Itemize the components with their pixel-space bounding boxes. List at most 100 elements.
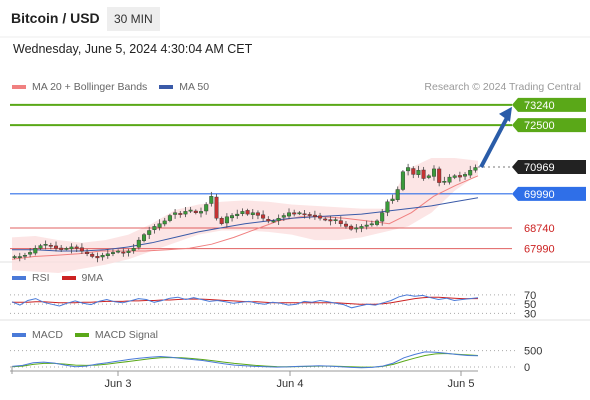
- candle-up: [364, 224, 369, 227]
- candle-down: [261, 214, 266, 219]
- macd-legend: MACD MACD Signal: [12, 329, 158, 341]
- candle-down: [437, 168, 442, 183]
- candle-up: [250, 212, 255, 215]
- rsi-level-label-70: 70: [524, 290, 536, 302]
- candle-up: [385, 201, 390, 213]
- bollinger-band: [12, 158, 478, 273]
- candle-down: [323, 218, 328, 221]
- level-tag-70969: [512, 160, 586, 175]
- candle-down: [411, 168, 416, 175]
- rsi-legend-label: RSI: [32, 272, 50, 284]
- projection-arrow-shaft: [479, 114, 510, 168]
- level-tag-72500: [512, 118, 586, 133]
- candle-up: [369, 223, 374, 226]
- candle-up: [162, 220, 167, 225]
- timeframe-badge[interactable]: 30 MIN: [107, 7, 160, 31]
- candle-down: [307, 214, 312, 216]
- candle-up: [354, 227, 359, 230]
- macd-legend-label: MACD: [32, 329, 63, 341]
- candle-up: [281, 215, 286, 218]
- x-tick-label-Jun 3: Jun 3: [105, 378, 132, 390]
- candle-up: [183, 211, 188, 215]
- candle-up: [198, 211, 203, 214]
- candle-up: [276, 217, 281, 221]
- candle-up: [463, 174, 468, 177]
- candle-up: [126, 250, 131, 253]
- candle-up: [141, 234, 146, 241]
- level-label-67990: 67990: [524, 244, 555, 256]
- candle-up: [235, 213, 240, 217]
- research-credit: Research © 2024 Trading Central: [424, 81, 581, 93]
- candle-up: [473, 167, 478, 171]
- candle-up: [297, 212, 302, 215]
- ma50-legend-label: MA 50: [179, 81, 210, 93]
- candle-down: [245, 210, 250, 215]
- candle-up: [432, 168, 437, 177]
- candle-up: [167, 215, 172, 221]
- instrument-title: Bitcoin / USD: [11, 10, 100, 26]
- candle-up: [224, 216, 229, 224]
- macd-signal-line: [11, 352, 479, 368]
- candle-up: [38, 245, 43, 249]
- candle-up: [157, 223, 162, 228]
- candle-down: [338, 220, 343, 224]
- rsi-ma-legend-label: 9MA: [81, 272, 104, 284]
- candle-up: [209, 196, 214, 204]
- candle-down: [121, 251, 126, 254]
- candle-down: [54, 245, 59, 249]
- rsi-legend: RSI 9MA: [12, 272, 103, 284]
- candle-up: [204, 204, 209, 212]
- ma20-line: [11, 175, 479, 260]
- candle-up: [271, 220, 276, 223]
- level-tag-73240: [512, 97, 586, 112]
- candle-up: [28, 252, 33, 255]
- macd-swatch: [12, 333, 26, 337]
- candle-down: [214, 196, 219, 219]
- candle-up: [33, 248, 38, 254]
- rsi-level-label-30: 30: [524, 308, 536, 320]
- candle-down: [292, 212, 297, 215]
- level-label-68740: 68740: [524, 223, 555, 235]
- candle-up: [240, 211, 245, 214]
- candle-down: [178, 213, 183, 215]
- candle-up: [100, 254, 105, 258]
- macd-level-label-500: 500: [524, 346, 542, 358]
- candle-down: [312, 214, 317, 218]
- candle-up: [69, 246, 74, 250]
- candle-down: [421, 169, 426, 179]
- macd-level-label-0: 0: [524, 362, 530, 374]
- candle-down: [255, 212, 260, 216]
- candle-up: [136, 239, 141, 248]
- x-tick-label-Jun 5: Jun 5: [448, 378, 475, 390]
- candle-down: [349, 225, 354, 230]
- candle-up: [375, 220, 380, 225]
- candle-down: [85, 251, 90, 254]
- ma20-swatch: [12, 85, 26, 89]
- candle-down: [90, 253, 95, 257]
- candle-up: [447, 176, 452, 183]
- chart-header: Bitcoin / USD 30 MIN: [0, 0, 590, 37]
- candle-up: [64, 248, 69, 250]
- candle-up: [395, 189, 400, 200]
- candle-down: [74, 246, 79, 249]
- candle-down: [193, 210, 198, 213]
- candle-up: [426, 175, 431, 178]
- candle-up: [22, 254, 27, 257]
- candle-up: [43, 243, 48, 246]
- main-legend: MA 20 + Bollinger Bands MA 50: [12, 81, 209, 93]
- ma50-line: [12, 197, 479, 252]
- candle-up: [147, 230, 152, 235]
- macd-line: [11, 351, 479, 369]
- candle-down: [302, 213, 307, 216]
- projection-arrow-head: [499, 106, 512, 122]
- candle-up: [442, 180, 447, 183]
- rsi-swatch: [12, 276, 26, 280]
- candle-up: [188, 209, 193, 212]
- ma20-legend-label: MA 20 + Bollinger Bands: [32, 81, 148, 93]
- rsi-ma-swatch: [61, 276, 76, 280]
- candle-up: [17, 256, 22, 258]
- rsi-line: [11, 294, 479, 309]
- candle-up: [116, 250, 121, 253]
- level-label-70969: 70969: [524, 162, 555, 174]
